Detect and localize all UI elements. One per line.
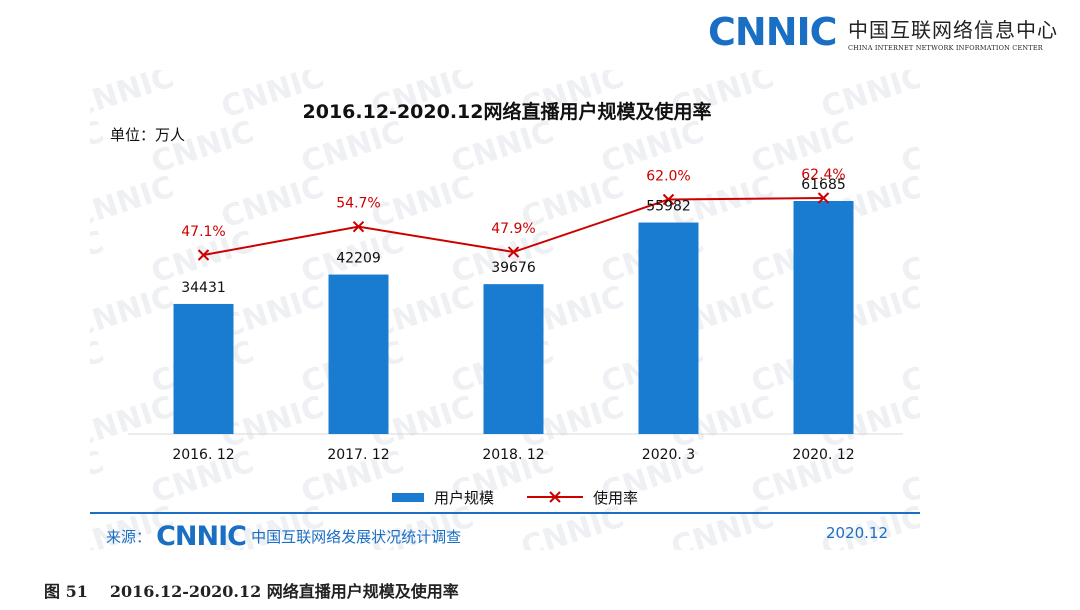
bar [638,222,699,434]
line-value-label: 54.7% [336,196,380,212]
x-axis-ticks: 2016. 12 2017. 12 2018. 12 2020. 3 2020. 12 [172,447,854,463]
cnnic-logo-mark: CNNIC [708,10,838,54]
line-point-marker [352,220,365,233]
data-labels: 34431 42209 39676 55982 61685 47.1% 54.7% 47.9%… [181,167,846,296]
x-tick-label: 2017. 12 [327,447,389,463]
bar [173,303,234,434]
source-logo: CNNIC [156,521,247,552]
bar-value-label: 34431 [181,280,226,296]
figure-caption: 图 51 2016.12-2020.12 网络直播用户规模及使用率 [44,578,459,602]
legend: 用户规模 使用率 [392,489,638,507]
figure-title: 2016.12-2020.12 网络直播用户规模及使用率 [109,582,459,601]
cnnic-logo: CNNIC 中国互联网络信息中心 CHINA INTERNET NETWORK … [708,10,1057,56]
source-date: 2020.12 [826,524,889,542]
bar-series [173,201,854,434]
source-line: 来源： CNNIC 中国互联网络发展状况统计调查 [106,521,462,552]
unit-label: 单位：万人 [110,126,185,144]
bar [793,201,854,434]
line-series [197,192,830,261]
legend-label-rate: 使用率 [593,489,638,507]
line-point-marker [197,249,210,261]
x-tick-label: 2020. 12 [792,447,854,463]
marker-stroke [197,249,210,261]
figure-number: 图 51 [44,582,88,601]
line-point-marker [817,192,830,204]
bar-value-label: 42209 [336,251,381,267]
bar [328,274,389,434]
x-tick-label: 2016. 12 [172,447,234,463]
line-value-label: 47.1% [181,224,225,240]
bar-value-label: 39676 [491,260,536,276]
legend-label-users: 用户规模 [434,489,494,507]
line-value-label: 62.4% [801,167,845,183]
line-value-label: 47.9% [491,221,535,237]
bar-value-label: 61685 [801,177,846,193]
marker-stroke [817,192,830,204]
line-point-marker [662,193,675,206]
bar-value-label: 55982 [646,199,691,215]
x-tick-label: 2020. 3 [642,447,695,463]
legend-bar-swatch [392,493,424,502]
bar [483,284,544,434]
footer-divider [90,512,920,514]
marker-stroke [507,246,520,258]
chart-title: 2016.12-2020.12网络直播用户规模及使用率 [303,100,712,123]
marker-stroke [662,193,675,206]
org-name-cn: 中国互联网络信息中心 [848,18,1058,42]
legend-line-marker [549,491,561,503]
source-label: 来源： [106,528,152,546]
org-name-en: CHINA INTERNET NETWORK INFORMATION CENTE… [848,44,1043,52]
x-tick-label: 2018. 12 [482,447,544,463]
marker-stroke [352,220,365,233]
line-point-marker [507,246,520,258]
source-name: 中国互联网络发展状况统计调查 [251,528,462,546]
line-value-label: 62.0% [646,168,690,184]
